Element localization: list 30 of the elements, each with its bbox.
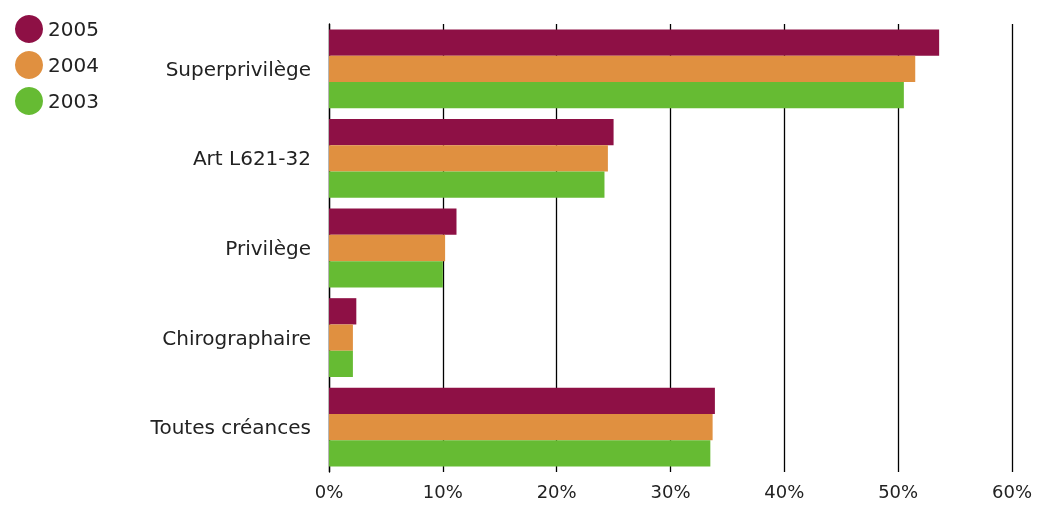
bar: [329, 29, 940, 56]
y-tick-label: Toutes créances: [149, 415, 311, 440]
bar: [329, 298, 357, 325]
bar: [329, 55, 916, 82]
bar: [329, 208, 457, 235]
bar: [329, 261, 443, 288]
legend-label: 2003: [48, 89, 99, 113]
bar: [329, 145, 608, 172]
bar: [329, 324, 353, 351]
bar: [329, 350, 353, 378]
y-tick-label: Privilège: [225, 236, 311, 260]
x-tick-label: 10%: [422, 480, 463, 502]
bar: [329, 118, 614, 146]
bar: [329, 440, 711, 467]
bar: [329, 387, 715, 415]
x-tick-label: 0%: [314, 480, 344, 502]
bar: [329, 81, 904, 109]
y-tick-label: Chirographaire: [162, 325, 311, 350]
legend-label: 2005: [48, 17, 99, 41]
bar: [329, 234, 446, 262]
bar: [329, 414, 713, 441]
y-tick-label: Superprivilège: [165, 56, 311, 81]
x-tick-label: 50%: [878, 480, 919, 502]
x-tick-label: 60%: [991, 480, 1033, 502]
legend-label: 2004: [48, 53, 99, 77]
bar: [329, 171, 605, 198]
x-tick-label: 20%: [536, 480, 577, 502]
x-tick-label: 40%: [764, 480, 805, 502]
x-tick-label: 30%: [650, 480, 691, 502]
y-tick-label: Art L621-32: [192, 146, 311, 171]
